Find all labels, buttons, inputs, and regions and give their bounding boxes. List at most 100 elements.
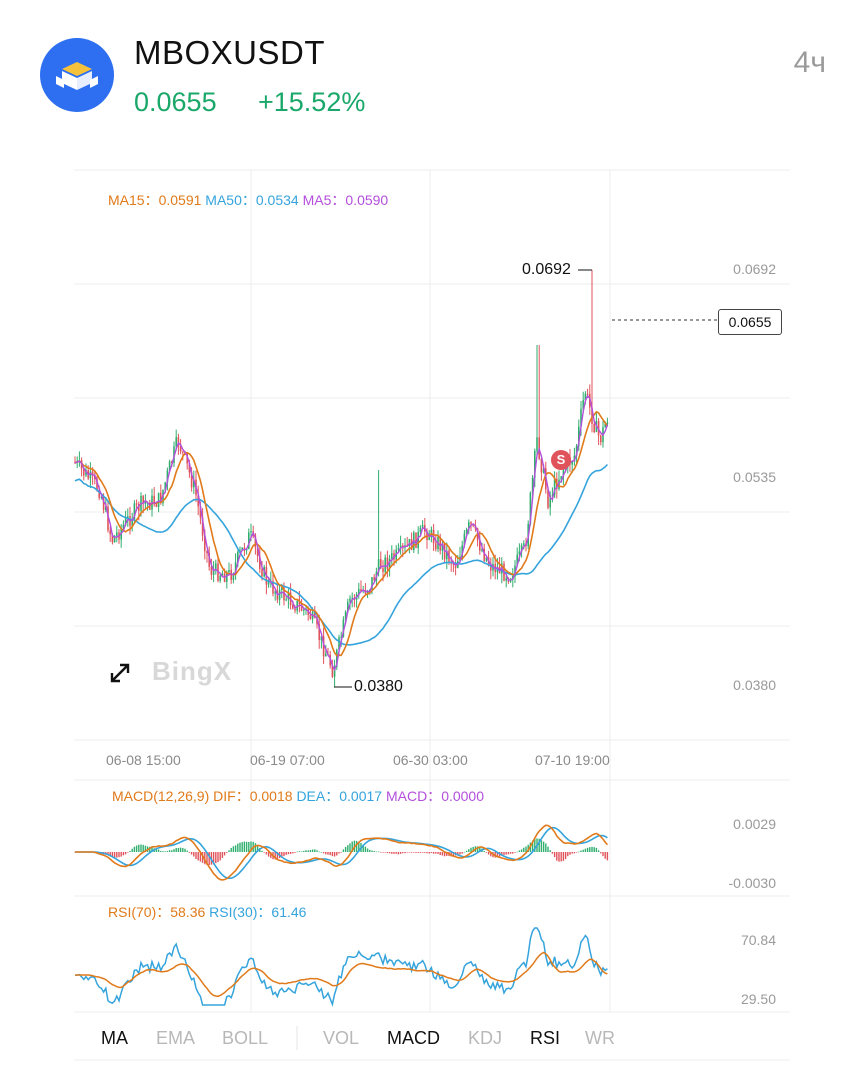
candle-body xyxy=(272,580,274,594)
candle-body xyxy=(182,451,184,453)
candle-body xyxy=(540,458,543,473)
candle-body xyxy=(318,624,320,641)
rsi70-label: RSI(70)： xyxy=(108,904,171,920)
candle-body xyxy=(571,461,573,465)
candle-body xyxy=(562,469,565,477)
macd-bar xyxy=(344,846,347,852)
candle-body xyxy=(386,557,389,569)
macd-bar xyxy=(593,847,595,852)
macd-bar xyxy=(364,846,367,852)
candle-body xyxy=(606,422,609,425)
tab-wr[interactable]: WR xyxy=(585,1028,615,1048)
macd-bar xyxy=(109,852,111,857)
candle-body xyxy=(560,476,562,480)
candle-body xyxy=(470,522,472,525)
candle-body xyxy=(234,562,237,575)
candle-body xyxy=(109,530,111,535)
macd-bar xyxy=(221,852,224,859)
ma15-line xyxy=(74,410,609,657)
candle-body xyxy=(294,608,296,611)
macd-bar xyxy=(417,852,419,853)
candle-body xyxy=(518,551,521,555)
timeframe-selector[interactable]: 4ч xyxy=(793,46,826,79)
candle-body xyxy=(558,479,560,489)
macd-bar xyxy=(263,852,265,853)
tab-kdj[interactable]: KDJ xyxy=(468,1028,503,1048)
dif-value: 0.0018 xyxy=(249,788,293,804)
candle-body xyxy=(303,609,305,611)
rsi70-value: 58.36 xyxy=(170,904,206,920)
sell-marker[interactable]: S xyxy=(551,450,571,470)
candle-body xyxy=(551,495,554,497)
macd-bar xyxy=(281,852,283,857)
tab-rsi[interactable]: RSI xyxy=(530,1028,561,1048)
candle-body xyxy=(193,479,195,488)
candle-body xyxy=(219,575,221,581)
macd-bar xyxy=(129,851,131,852)
candle-body xyxy=(131,519,133,526)
ma5-label: MA5： xyxy=(302,192,346,208)
candle-body xyxy=(336,649,338,667)
tab-ema[interactable]: EMA xyxy=(156,1028,196,1048)
candle-body xyxy=(485,557,488,561)
candle-body xyxy=(283,587,285,601)
macd-bar xyxy=(501,852,503,856)
tab-macd[interactable]: MACD xyxy=(387,1028,440,1048)
macd-bar xyxy=(551,852,554,854)
candle-body xyxy=(208,552,210,567)
candle-body xyxy=(111,534,114,543)
candle-body xyxy=(142,495,144,504)
macd-bar xyxy=(419,852,422,853)
rsi30-line xyxy=(74,927,608,1007)
tab-boll[interactable]: BOLL xyxy=(222,1028,269,1048)
macd-bar xyxy=(226,852,228,853)
tab-vol[interactable]: VOL xyxy=(323,1028,360,1048)
macd-bar xyxy=(190,852,193,855)
macd-bar xyxy=(116,852,118,858)
macd-bar xyxy=(382,852,384,853)
macd-bar xyxy=(586,847,589,852)
candle-body xyxy=(514,565,516,577)
macd-bar xyxy=(476,846,479,852)
rsi-y-tick: 29.50 xyxy=(740,991,776,1007)
candles xyxy=(74,270,609,687)
dea-label: DEA： xyxy=(296,788,340,804)
macd-bar xyxy=(391,852,393,854)
candle-body xyxy=(177,437,180,446)
macd-bar xyxy=(144,845,147,852)
macd-bar xyxy=(287,852,290,855)
macd-bar xyxy=(483,850,485,852)
macd-bar xyxy=(164,851,166,852)
macd-bar xyxy=(283,852,285,857)
macd-bar xyxy=(375,851,378,853)
expand-icon[interactable] xyxy=(110,663,130,683)
macd-bar xyxy=(245,841,248,852)
x-tick: 06-30 03:00 xyxy=(393,752,468,768)
macd-bar xyxy=(571,852,573,854)
macd-bar xyxy=(175,848,177,852)
candle-body xyxy=(153,495,155,505)
candle-body xyxy=(584,393,587,400)
macd-bar xyxy=(327,852,329,855)
macd-bar xyxy=(228,850,230,852)
macd-bar xyxy=(503,852,505,855)
candle-body xyxy=(529,492,532,524)
macd-bar xyxy=(300,851,303,853)
x-tick: 06-08 15:00 xyxy=(106,752,181,768)
candle-body xyxy=(96,478,98,490)
candle-body xyxy=(452,563,455,565)
macd-bar xyxy=(397,852,400,855)
candle-body xyxy=(479,540,481,551)
macd-bar xyxy=(133,846,136,852)
macd-bar xyxy=(336,852,338,856)
candle-body xyxy=(380,559,382,569)
macd-bar xyxy=(413,852,415,853)
candle-body xyxy=(259,555,261,570)
macd-bar xyxy=(595,847,598,852)
low-price-label: 0.0380 xyxy=(354,678,403,695)
ma15-value: 0.0591 xyxy=(158,192,202,208)
tab-ma[interactable]: MA xyxy=(101,1028,128,1048)
candle-body xyxy=(549,495,551,508)
macd-bar xyxy=(320,851,323,853)
